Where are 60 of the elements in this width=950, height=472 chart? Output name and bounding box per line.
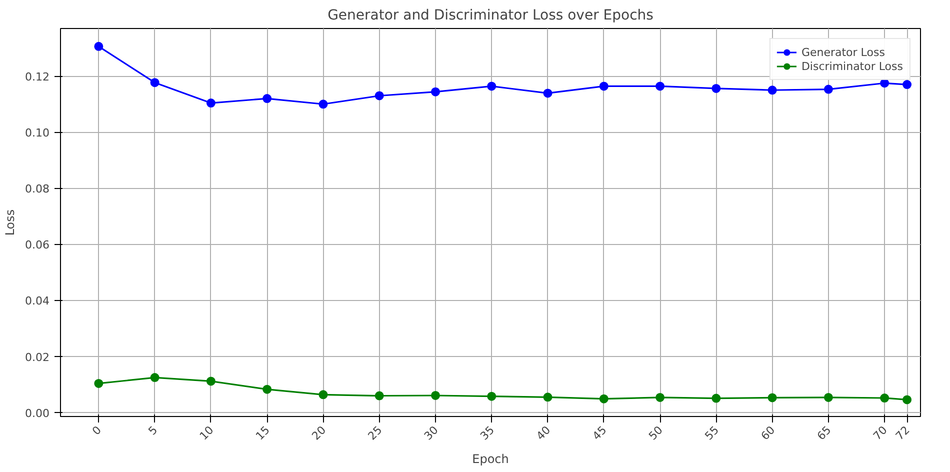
point bbox=[374, 91, 384, 100]
point bbox=[656, 82, 665, 91]
point bbox=[374, 391, 384, 400]
point bbox=[318, 390, 328, 400]
point bbox=[94, 378, 104, 388]
point bbox=[902, 80, 912, 90]
point bbox=[599, 82, 608, 91]
y-tick-label: 0.10 bbox=[25, 126, 50, 140]
y-axis-title: Loss bbox=[3, 209, 18, 236]
point bbox=[768, 393, 777, 402]
point bbox=[768, 86, 777, 95]
legend-label: Discriminator Loss bbox=[801, 59, 903, 73]
x-tick-label: 10 bbox=[197, 424, 216, 443]
x-tick-label: 72 bbox=[893, 424, 912, 443]
x-tick-label: 15 bbox=[253, 424, 272, 443]
y-tick-label: 0.12 bbox=[25, 70, 50, 84]
point bbox=[430, 87, 440, 96]
x-tick-label: 70 bbox=[870, 424, 890, 443]
point bbox=[206, 98, 216, 108]
point bbox=[94, 42, 104, 51]
chart-title: Generator and Discriminator Loss over Epochs bbox=[328, 8, 654, 24]
point bbox=[430, 390, 440, 400]
x-tick-label: 55 bbox=[702, 424, 722, 443]
x-tick-label: 35 bbox=[478, 424, 497, 443]
y-tick-label: 0.08 bbox=[25, 182, 50, 196]
x-tick-label: 45 bbox=[590, 424, 610, 443]
x-axis-title: Epoch bbox=[472, 452, 509, 466]
x-tick-label: 5 bbox=[146, 424, 160, 438]
point bbox=[656, 392, 665, 402]
x-tick-label: 0 bbox=[90, 424, 104, 438]
point bbox=[880, 394, 890, 403]
x-tick-label: 20 bbox=[309, 424, 329, 443]
point bbox=[599, 394, 608, 404]
y-tick-label: 0.00 bbox=[25, 406, 50, 420]
legend-label: Generator Loss bbox=[801, 45, 885, 59]
point bbox=[880, 78, 890, 88]
x-tick-label: 25 bbox=[366, 424, 385, 443]
y-tick-label: 0.06 bbox=[25, 238, 50, 252]
x-tick-label: 60 bbox=[758, 424, 778, 443]
x-tick-label: 65 bbox=[814, 424, 834, 443]
point bbox=[150, 78, 160, 88]
point bbox=[543, 88, 552, 98]
point bbox=[318, 100, 328, 109]
point bbox=[902, 395, 912, 404]
point bbox=[824, 84, 833, 94]
point bbox=[712, 84, 721, 93]
point bbox=[206, 376, 216, 386]
x-tick-label: 40 bbox=[534, 424, 554, 443]
point bbox=[262, 94, 272, 104]
point bbox=[824, 392, 833, 402]
x-tick-label: 30 bbox=[422, 424, 441, 443]
point bbox=[150, 373, 160, 382]
point bbox=[487, 392, 496, 401]
point bbox=[262, 384, 272, 394]
point bbox=[543, 392, 552, 402]
y-tick-label: 0.04 bbox=[25, 294, 50, 308]
point bbox=[712, 394, 721, 403]
y-tick-label: 0.02 bbox=[25, 350, 50, 364]
point bbox=[487, 82, 496, 91]
x-tick-label: 50 bbox=[646, 424, 666, 443]
